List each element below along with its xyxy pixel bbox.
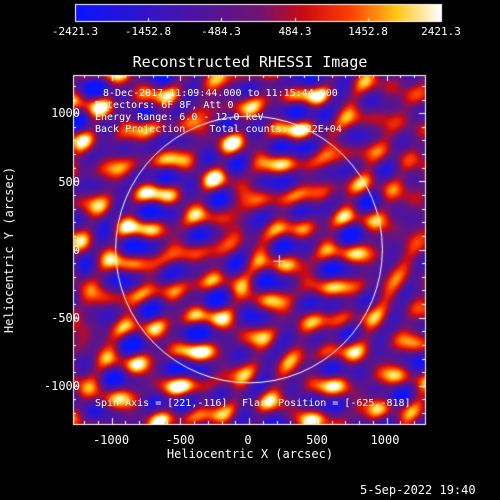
footer-date: 5-Sep-2022 19:40 (360, 483, 476, 497)
flare-position-label: Flare Position = [-625,-818] (242, 398, 411, 409)
info-time: 8-Dec-2017 11:09:44.000 to 11:15:44.000 (103, 88, 338, 99)
x-tick-label: -1000 (92, 433, 130, 447)
y-axis-label: Heliocentric Y (arcsec) (2, 166, 16, 334)
y-tick-label: 0 (72, 243, 80, 257)
info-method: Back Projection Total counts: 1.22E+04 (95, 124, 342, 135)
colorbar-tick: -2421.3 (51, 25, 99, 38)
x-tick-label: 1000 (370, 433, 400, 447)
x-tick-label: 0 (244, 433, 252, 447)
colorbar-tick: 484.3 (278, 25, 312, 38)
colorbar-tick: 1452.8 (348, 25, 388, 38)
x-axis-label: Heliocentric X (arcsec) (166, 447, 334, 461)
y-tick-label: 1000 (51, 106, 80, 120)
info-detectors: Detectors: 6F 8F, Att 0 (95, 100, 234, 111)
spin-axis-label: Spin Axis = [221,-116] (95, 398, 228, 409)
x-tick-label: -500 (165, 433, 195, 447)
y-tick-label: -500 (51, 311, 80, 325)
colorbar-tick: -1452.8 (124, 25, 172, 38)
colorbar-tick: 2421.3 (421, 25, 461, 38)
info-energy: Energy Range: 6.0 - 12.0 keV (95, 112, 264, 123)
x-tick-label: 500 (306, 433, 328, 447)
y-tick-label: 500 (58, 175, 80, 189)
y-tick-label: -1000 (43, 379, 80, 393)
colorbar-tick: -484.3 (201, 25, 241, 38)
plot-title: Reconstructed RHESSI Image (132, 53, 368, 71)
